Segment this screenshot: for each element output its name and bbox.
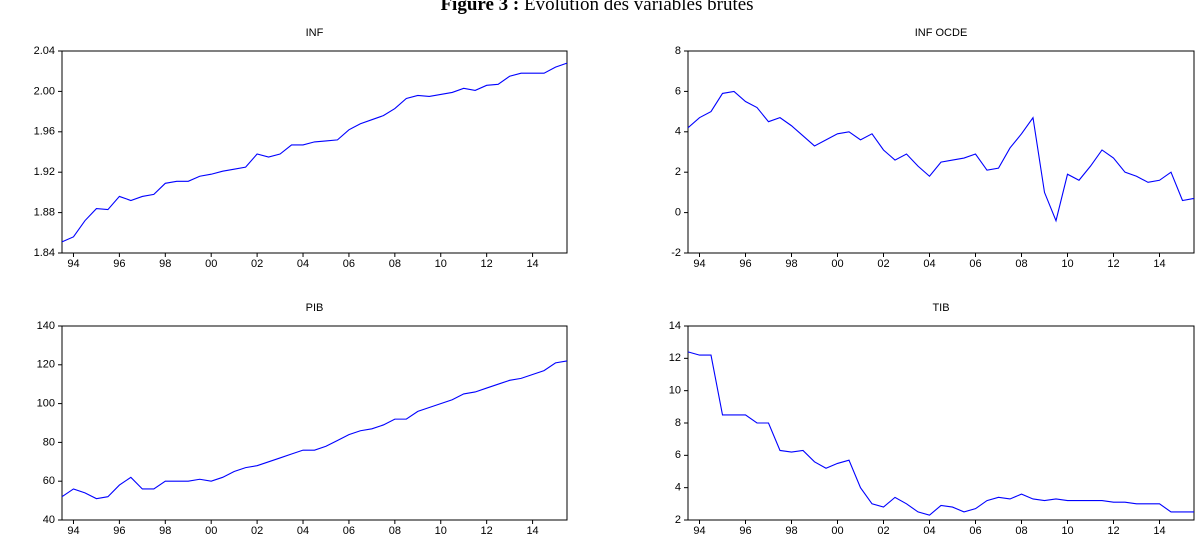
x-tick-label: 98 [785, 258, 797, 270]
plot-frame [61, 50, 568, 254]
y-tick-label: 2 [675, 166, 681, 178]
x-tick-label: 12 [481, 258, 493, 270]
x-tick-label: 12 [1107, 525, 1119, 537]
x-tick-label: 06 [969, 258, 981, 270]
x-tick-label: 08 [1015, 525, 1027, 537]
chart-title: PIB [306, 302, 324, 314]
y-tick-label: 1.84 [34, 247, 55, 259]
y-tick-label: 4 [675, 482, 681, 494]
x-tick-label: 14 [526, 258, 538, 270]
x-tick-label: 10 [435, 525, 447, 537]
x-tick-label: 98 [159, 525, 171, 537]
figure-title: Figure 3 : Évolution des variables brute… [440, 0, 753, 15]
y-tick-label: 80 [43, 436, 55, 448]
y-tick-label: 1.88 [34, 207, 55, 219]
y-tick-label: 4 [675, 126, 681, 138]
x-tick-label: 06 [343, 525, 355, 537]
y-tick-label: 1.96 [34, 126, 55, 138]
x-tick-label: 08 [389, 525, 401, 537]
y-tick-label: 100 [37, 398, 55, 410]
x-tick-label: 96 [113, 525, 125, 537]
x-tick-label: 00 [205, 258, 217, 270]
series-line [687, 90, 1195, 223]
x-tick-label: 10 [1061, 258, 1073, 270]
y-tick-label: 2.00 [34, 85, 55, 97]
x-tick-label: 02 [251, 258, 263, 270]
y-tick-label: 14 [669, 320, 681, 332]
figure-label: Figure 3 : [440, 0, 519, 15]
x-tick-label: 06 [343, 258, 355, 270]
x-tick-label: 96 [739, 525, 751, 537]
y-tick-label: 0 [675, 207, 681, 219]
x-tick-label: 94 [67, 258, 79, 270]
x-tick-label: 98 [785, 525, 797, 537]
x-tick-label: 00 [205, 525, 217, 537]
y-tick-label: -2 [671, 247, 681, 259]
x-tick-label: 02 [877, 258, 889, 270]
y-tick-label: 2 [675, 514, 681, 526]
y-tick-label: 1.92 [34, 166, 55, 178]
x-tick-label: 14 [526, 525, 538, 537]
series-line [61, 360, 568, 500]
y-tick-label: 40 [43, 514, 55, 526]
chart-title: INF OCDE [915, 27, 968, 39]
x-tick-label: 12 [481, 525, 493, 537]
x-tick-label: 00 [831, 258, 843, 270]
figure-text: Évolution des variables brutes [524, 0, 754, 15]
x-tick-label: 14 [1153, 525, 1165, 537]
x-tick-label: 00 [831, 525, 843, 537]
x-tick-label: 96 [739, 258, 751, 270]
x-tick-label: 02 [251, 525, 263, 537]
x-tick-label: 14 [1153, 258, 1165, 270]
chart-title: INF [306, 27, 324, 39]
x-tick-label: 96 [113, 258, 125, 270]
chart-title: TIB [932, 302, 949, 314]
x-tick-label: 08 [1015, 258, 1027, 270]
y-tick-label: 140 [37, 320, 55, 332]
x-tick-label: 10 [435, 258, 447, 270]
x-tick-label: 06 [969, 525, 981, 537]
x-tick-label: 98 [159, 258, 171, 270]
x-tick-label: 02 [877, 525, 889, 537]
x-tick-label: 04 [297, 525, 309, 537]
x-tick-label: 94 [693, 525, 705, 537]
y-tick-label: 6 [675, 449, 681, 461]
plot-frame [687, 50, 1195, 254]
x-tick-label: 12 [1107, 258, 1119, 270]
y-tick-label: 10 [669, 385, 681, 397]
y-tick-label: 8 [675, 417, 681, 429]
y-tick-label: 60 [43, 475, 55, 487]
y-tick-label: 2.04 [34, 45, 55, 57]
y-tick-label: 6 [675, 85, 681, 97]
y-tick-label: 8 [675, 45, 681, 57]
series-line [61, 62, 568, 243]
plot-frame [61, 325, 568, 521]
x-tick-label: 10 [1061, 525, 1073, 537]
x-tick-label: 94 [693, 258, 705, 270]
x-tick-label: 04 [923, 525, 935, 537]
x-tick-label: 04 [297, 258, 309, 270]
y-tick-label: 12 [669, 352, 681, 364]
x-tick-label: 08 [389, 258, 401, 270]
x-tick-label: 94 [67, 525, 79, 537]
series-line [687, 351, 1194, 516]
x-tick-label: 04 [923, 258, 935, 270]
y-tick-label: 120 [37, 359, 55, 371]
